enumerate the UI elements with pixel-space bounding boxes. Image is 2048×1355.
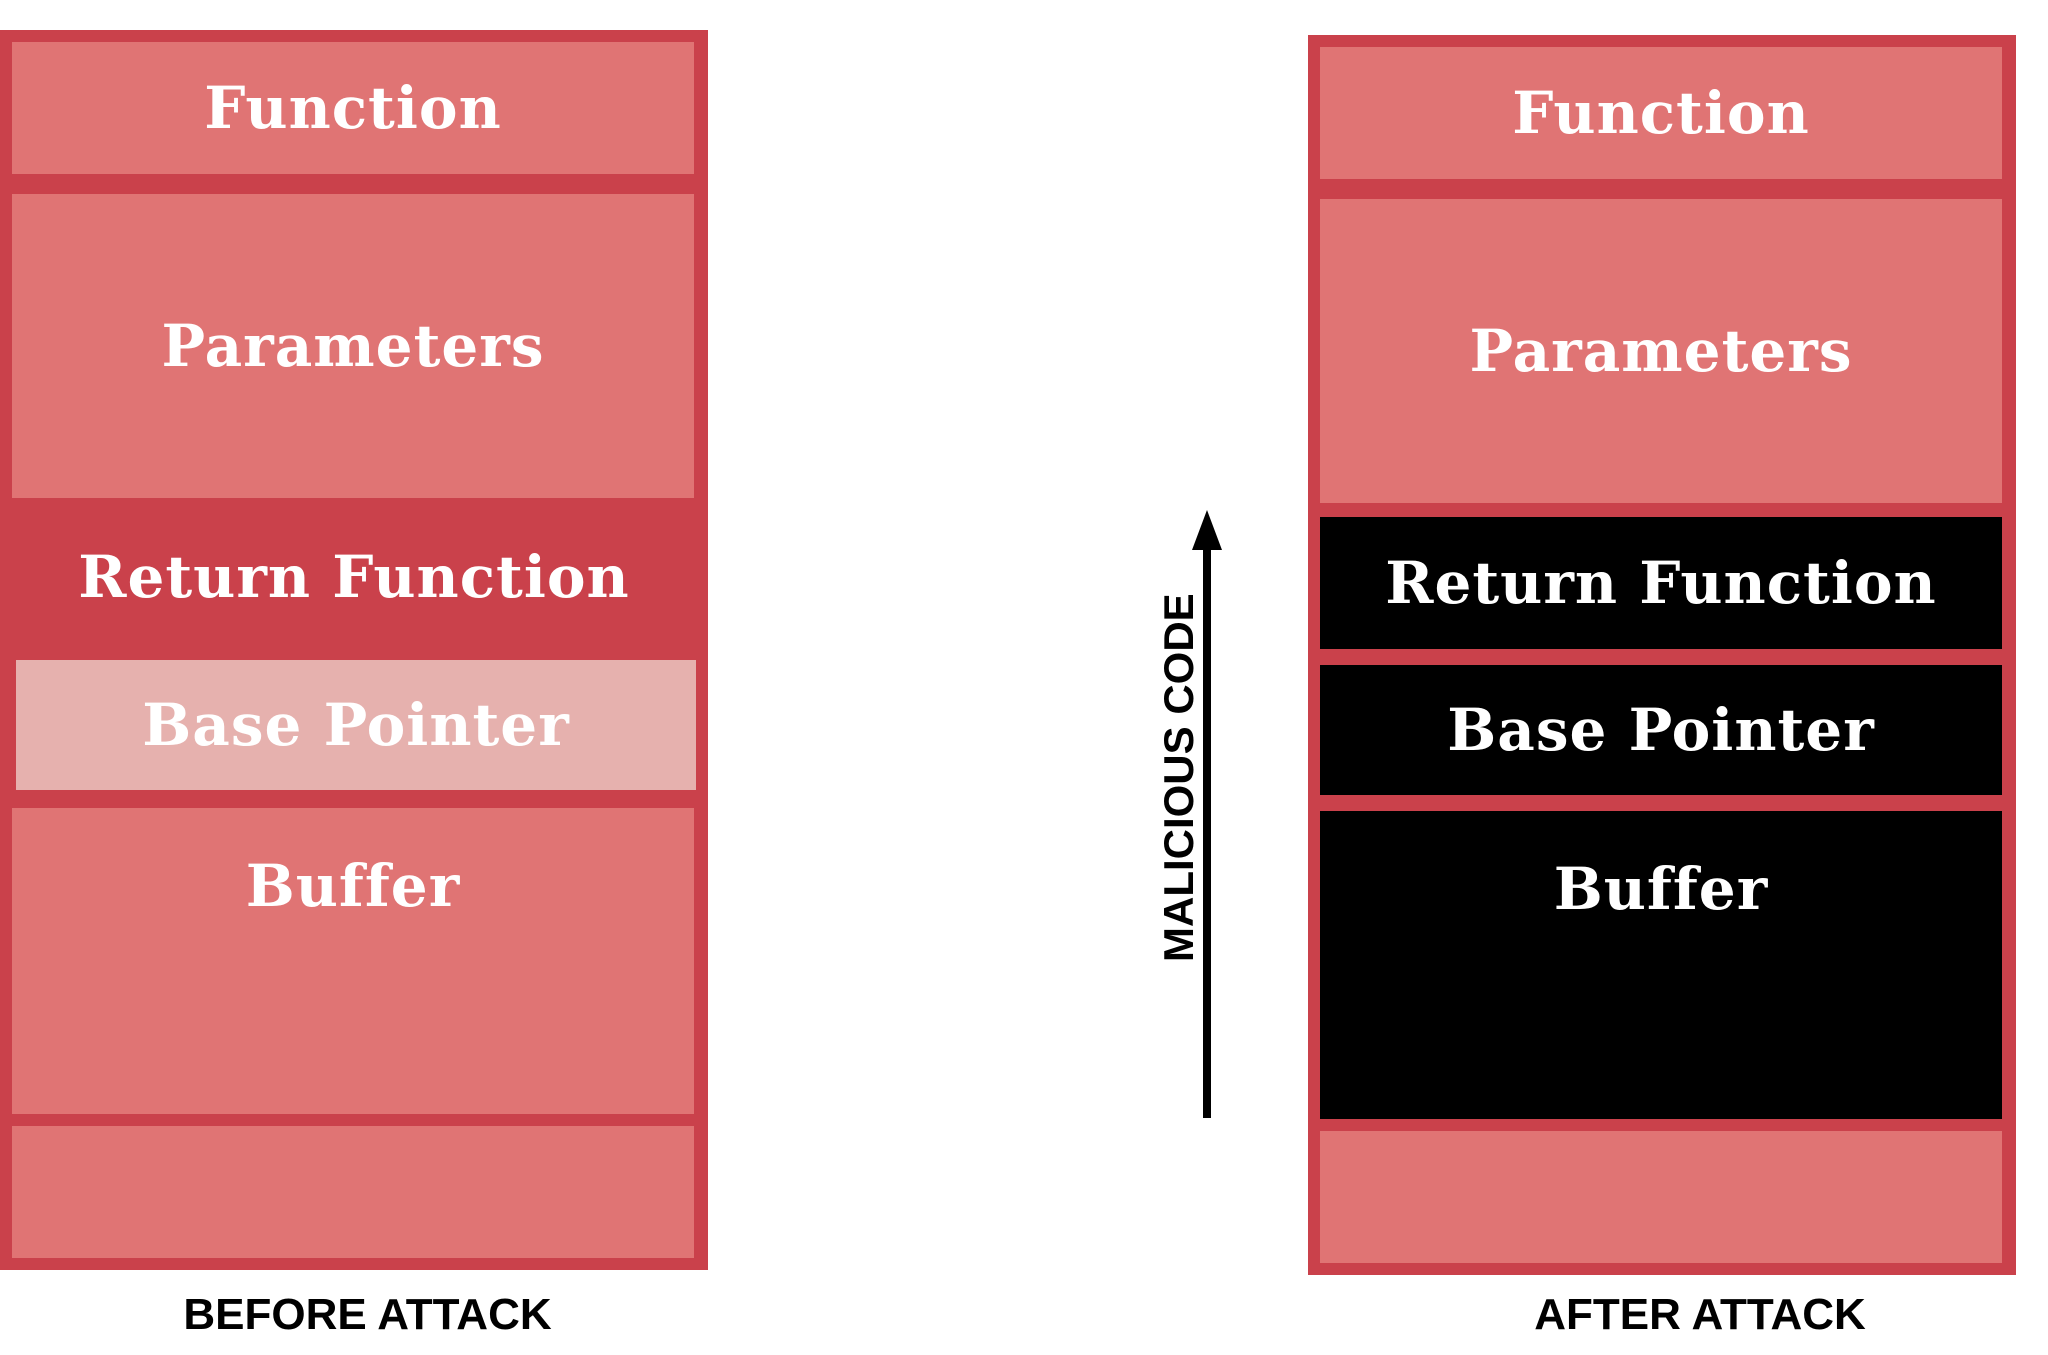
after-caption: AFTER ATTACK (1534, 1290, 1866, 1339)
before-buffer-cell: Buffer (12, 808, 694, 1114)
after-return-function-cell: Return Function (1320, 517, 2002, 649)
after-parameters-cell: Parameters (1320, 199, 2002, 503)
before-parameters-cell: Parameters (12, 194, 694, 498)
after-function-cell: Function (1320, 47, 2002, 179)
arrow-label: MALICIOUS CODE (1155, 593, 1202, 962)
after-buffer-cell: Buffer (1320, 811, 2002, 1119)
before-return-function-label: Return Function (78, 543, 630, 611)
upward-arrow-icon (1192, 510, 1222, 1118)
before-function-cell: Function (12, 42, 694, 174)
before-function-label: Function (204, 74, 502, 142)
before-base-pointer-cell: Base Pointer (16, 660, 696, 790)
before-buffer-label: Buffer (245, 852, 461, 920)
after-parameters-label: Parameters (1469, 317, 1853, 385)
before-return-function-cell: Return Function (0, 502, 708, 652)
before-parameters-label: Parameters (161, 312, 545, 380)
before-base-pointer-label: Base Pointer (142, 691, 570, 759)
after-return-function-label: Return Function (1385, 549, 1937, 617)
after-function-label: Function (1512, 79, 1810, 147)
before-bottom-cell (12, 1126, 694, 1258)
after-base-pointer-label: Base Pointer (1447, 696, 1875, 764)
after-stack: Function Parameters Return Function Base… (1308, 35, 2016, 1275)
before-caption: BEFORE ATTACK (183, 1290, 552, 1339)
after-bottom-cell (1320, 1131, 2002, 1263)
before-stack: Function Parameters Return Function Base… (0, 30, 708, 1270)
after-buffer-label: Buffer (1553, 855, 1769, 923)
after-base-pointer-cell: Base Pointer (1320, 665, 2002, 795)
